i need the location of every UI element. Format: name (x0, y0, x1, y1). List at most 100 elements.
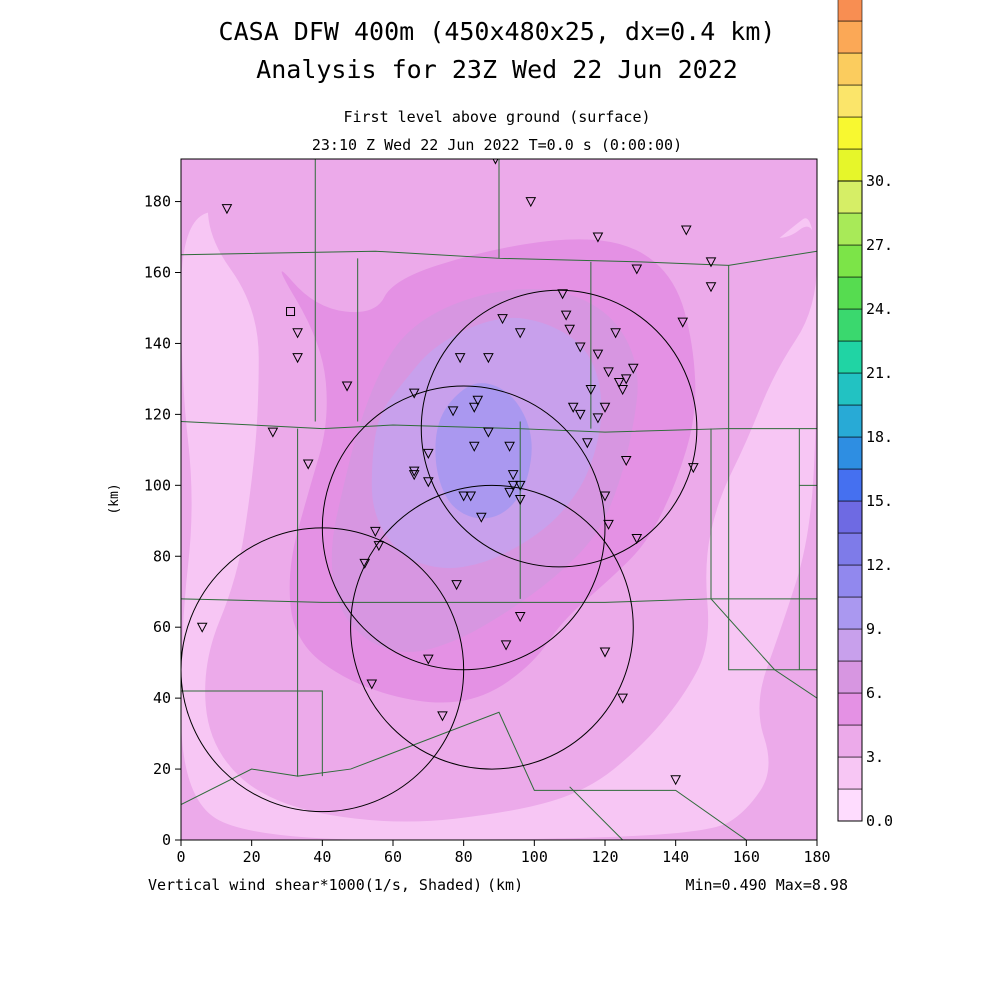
colorbar-frame (837, 180, 863, 822)
station-triangle-marker (504, 487, 515, 498)
plot-area (180, 158, 818, 841)
county-boundary (710, 598, 817, 699)
colorbar-swatch (837, 468, 863, 502)
colorbar-swatch (837, 116, 863, 150)
y-axis-label: (km) (107, 483, 122, 514)
x-tick-label: 80 (455, 848, 473, 866)
station-triangle-marker (599, 402, 611, 413)
station-triangle-marker (302, 459, 314, 470)
station-triangle-marker (574, 409, 586, 420)
level-label: First level above ground (surface) (343, 108, 650, 126)
station-triangle-marker (705, 282, 717, 293)
county-boundary (181, 726, 298, 806)
colorbar-swatch (837, 372, 863, 406)
station-triangle-marker (472, 395, 484, 406)
colorbar-swatch (837, 0, 863, 22)
x-tick-label: 20 (243, 848, 261, 866)
station-triangle-marker (592, 349, 604, 360)
station-triangle-marker (370, 526, 381, 537)
station-triangle-marker (359, 558, 371, 569)
station-triangle-marker (366, 679, 378, 690)
colorbar-swatch (837, 436, 863, 470)
station-triangle-marker (500, 640, 512, 651)
x-tick-label: 100 (521, 848, 548, 866)
station-triangle-marker (613, 377, 625, 389)
station-triangle-marker (603, 519, 614, 530)
station-triangle-marker (292, 328, 303, 339)
x-tick-label: 160 (733, 848, 760, 866)
colorbar-swatch (837, 724, 863, 758)
shading-layer (181, 167, 817, 840)
y-tick-label: 0 (162, 831, 171, 849)
station-triangle-marker (599, 491, 611, 502)
station-triangle-marker (483, 427, 494, 438)
y-tick-label: 100 (144, 476, 171, 494)
station-square-marker (286, 307, 296, 317)
station-triangle-marker (221, 204, 233, 215)
colorbar-swatch (837, 244, 863, 278)
station-triangle-marker (514, 328, 526, 339)
colorbar-swatch (837, 404, 863, 438)
station-triangle-marker (196, 622, 208, 633)
colorbar-label: 27. (866, 236, 893, 254)
station-triangle-marker (677, 317, 689, 328)
station-triangle-marker (631, 534, 643, 545)
station-triangle-marker (423, 654, 434, 665)
county-boundary (569, 786, 624, 840)
x-tick-label: 140 (662, 848, 689, 866)
y-tick-label: 180 (144, 193, 171, 211)
colorbar-swatch (837, 84, 863, 118)
y-tick-label: 80 (153, 547, 171, 565)
station-triangle-marker (497, 314, 508, 325)
colorbar-swatch (837, 180, 863, 214)
county-boundary (181, 250, 817, 266)
colorbar-swatch (837, 628, 863, 662)
station-triangle-marker (292, 353, 303, 364)
colorbar-swatch (837, 20, 863, 54)
station-triangle-marker (688, 463, 699, 474)
station-triangle-marker (458, 491, 469, 502)
station-markers (196, 159, 717, 786)
station-triangle-marker (564, 324, 575, 335)
county-boundary (181, 690, 323, 777)
station-triangle-marker (476, 512, 487, 523)
colorbar-swatch (837, 596, 863, 630)
colorbar-swatch (837, 788, 863, 822)
station-triangle-marker (423, 477, 434, 488)
station-triangle-marker (585, 385, 597, 396)
station-triangle-marker (620, 455, 632, 467)
station-triangle-marker (341, 381, 353, 392)
station-triangle-marker (610, 328, 621, 339)
colorbar-swatch (837, 692, 863, 726)
y-tick-label: 60 (153, 618, 171, 636)
stats-label: Min=0.490 Max=8.98 (685, 876, 848, 894)
station-triangle-marker (267, 427, 279, 438)
y-tick-label: 20 (153, 760, 171, 778)
radar-range-ring (350, 484, 634, 770)
station-triangle-marker (504, 441, 515, 452)
x-tick-label: 40 (313, 848, 331, 866)
colorbar-label: 12. (866, 556, 893, 574)
colorbar-label: 24. (866, 300, 893, 318)
station-triangle-marker (447, 406, 459, 417)
x-tick-label: 180 (803, 848, 830, 866)
colorbar-label: 30. (866, 172, 893, 190)
x-tick-label: 0 (176, 848, 185, 866)
station-triangle-marker (514, 612, 526, 623)
station-triangle-marker (408, 470, 420, 481)
station-triangle-marker (468, 441, 480, 452)
colorbar-swatch (837, 756, 863, 790)
station-triangle-marker (617, 385, 628, 396)
plot-frame (180, 158, 818, 841)
station-triangle-marker (705, 257, 717, 268)
shading-contour (435, 383, 532, 519)
colorbar-label: 0.0 (866, 812, 893, 830)
station-triangle-marker (617, 693, 628, 704)
station-triangle-marker (670, 775, 681, 786)
station-triangle-marker (468, 402, 480, 413)
time-label: 23:10 Z Wed 22 Jun 2022 T=0.0 s (0:00:00… (312, 136, 682, 154)
colorbar-swatch (837, 532, 863, 566)
field-label: Vertical wind shear*1000(1/s, Shaded) (148, 876, 482, 894)
colorbar-label: 3. (866, 748, 884, 766)
y-tick-label: 120 (144, 405, 171, 423)
